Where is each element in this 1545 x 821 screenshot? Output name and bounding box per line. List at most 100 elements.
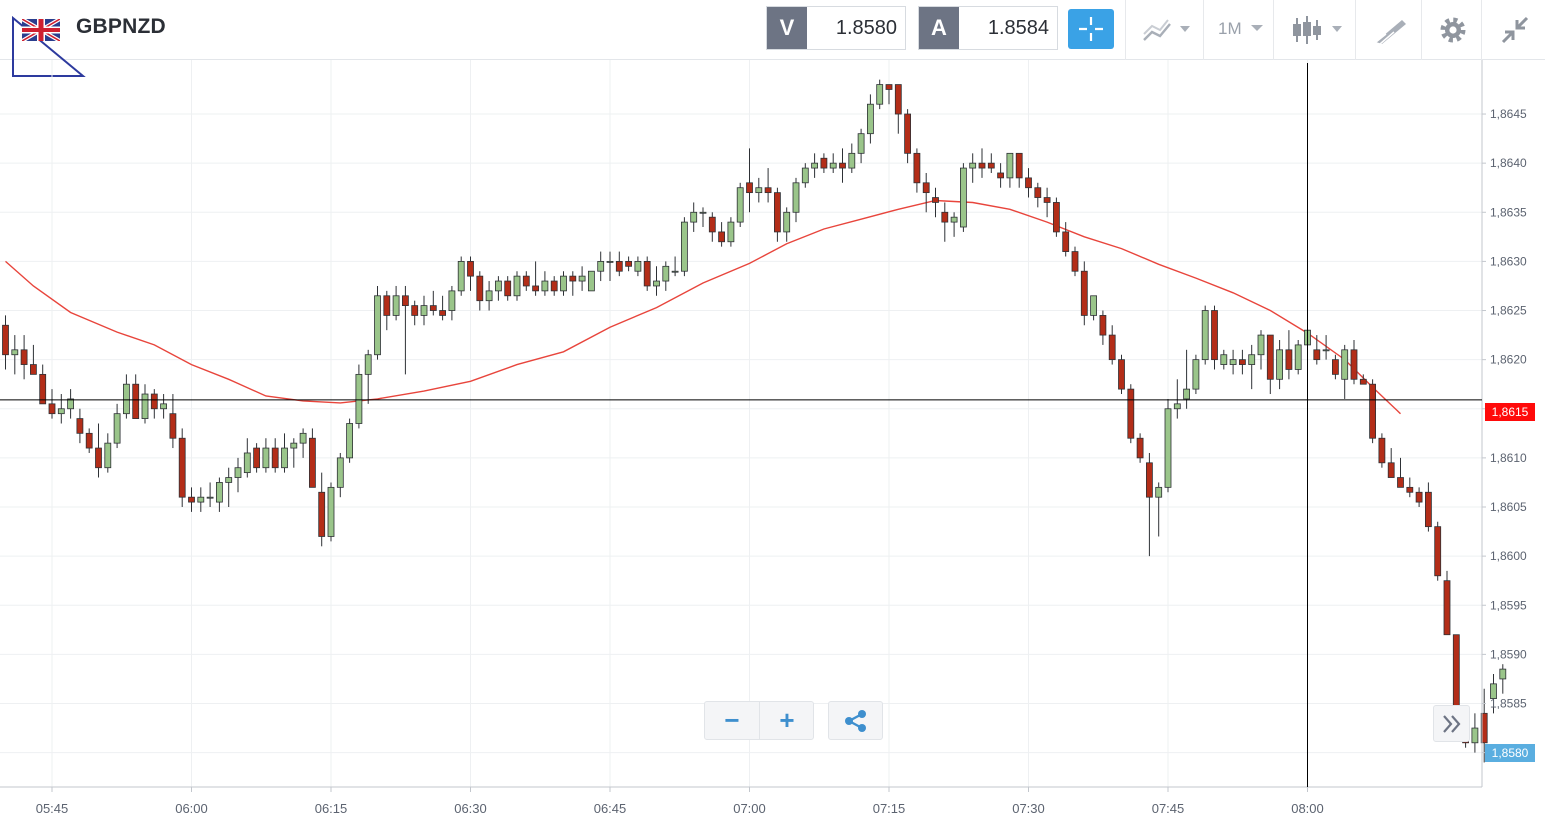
candle-body: [690, 211, 698, 223]
candle: [606, 251, 614, 282]
candle: [541, 271, 549, 296]
candle: [625, 256, 632, 272]
candle-body: [1369, 383, 1376, 439]
candle: [336, 452, 344, 498]
candle: [327, 482, 335, 542]
x-tick-label: 06:00: [175, 801, 208, 816]
candle-body: [569, 275, 577, 282]
candle: [1397, 457, 1404, 488]
candle: [504, 276, 512, 301]
candle-body: [708, 216, 716, 233]
bid-quote-button[interactable]: V 1.8580: [766, 6, 906, 50]
candle-style-button[interactable]: [1273, 0, 1356, 60]
candle: [774, 187, 781, 242]
candle: [1229, 349, 1237, 375]
candle: [1378, 433, 1386, 468]
candle-body: [1220, 354, 1228, 365]
candle: [755, 177, 763, 203]
candle-body: [141, 393, 149, 419]
candle-body: [39, 373, 47, 405]
candle-body: [420, 305, 428, 316]
candle: [932, 187, 939, 218]
candle-body: [1164, 408, 1172, 488]
share-icon: [845, 710, 866, 732]
candle-body: [1434, 526, 1442, 577]
candle-body: [671, 270, 679, 273]
candle-body: [950, 216, 958, 223]
candle: [401, 285, 409, 375]
candle: [950, 212, 958, 237]
candle: [1127, 384, 1135, 444]
candle-body: [215, 482, 223, 503]
candle-body: [1173, 403, 1181, 410]
candle: [904, 109, 911, 164]
candle-body: [132, 383, 140, 419]
candle: [1257, 330, 1265, 370]
candle: [634, 256, 642, 277]
timeframe-button[interactable]: 1M: [1203, 0, 1274, 60]
candle-body: [1499, 668, 1507, 680]
candle: [299, 428, 307, 458]
price-chart[interactable]: 1,8645 1,8640 1,8635 1,8630 1,8625 1,8620 1,86…: [0, 60, 1545, 821]
chevron-down-icon: [1251, 25, 1263, 31]
candle-body: [1443, 580, 1451, 636]
drawing-tools-button[interactable]: [1355, 0, 1422, 60]
ask-quote-button[interactable]: A 1.8584: [918, 6, 1058, 50]
settings-button[interactable]: [1421, 0, 1482, 60]
candle-body: [1322, 349, 1330, 352]
candle-body: [1043, 197, 1051, 203]
candle-body: [1378, 437, 1386, 464]
candle: [1146, 452, 1153, 557]
candle: [597, 251, 605, 282]
candle: [355, 364, 363, 429]
candle: [801, 163, 809, 188]
candle: [550, 276, 558, 296]
candle-body: [411, 305, 419, 316]
zoom-out-button[interactable]: −: [705, 702, 760, 739]
candle: [448, 285, 456, 321]
collapse-button[interactable]: [1481, 0, 1545, 60]
candle-body: [792, 182, 800, 213]
candle: [885, 84, 893, 105]
share-button[interactable]: [828, 701, 883, 740]
candle-body: [243, 452, 251, 474]
candle-body: [1025, 177, 1032, 189]
candle: [243, 438, 251, 478]
zoom-controls: − +: [704, 701, 814, 740]
candle: [588, 270, 595, 292]
bid-label: V: [767, 7, 807, 49]
candle-body: [550, 280, 558, 292]
y-tick-label: 1,8645: [1490, 107, 1527, 121]
candle: [792, 177, 800, 223]
crosshair-button[interactable]: [1068, 9, 1114, 49]
candle: [346, 418, 354, 463]
candle: [271, 438, 279, 473]
candle: [746, 148, 753, 213]
candle-body: [894, 84, 902, 115]
candle-body: [885, 84, 893, 90]
indicators-button[interactable]: [1125, 0, 1204, 60]
y-tick-label: 1,8585: [1490, 696, 1527, 710]
zoom-in-button[interactable]: +: [779, 705, 795, 735]
candle-body: [448, 290, 456, 311]
crosshair-price-tag: 1,8615: [1485, 402, 1535, 421]
candle-body: [364, 354, 372, 375]
candle: [95, 423, 102, 478]
candle: [941, 202, 949, 242]
scroll-right-button[interactable]: [1433, 705, 1470, 742]
candle: [969, 153, 977, 183]
candle: [662, 261, 670, 291]
candle-body: [922, 182, 930, 194]
candle-body: [1136, 437, 1144, 459]
candle: [894, 84, 902, 134]
candle: [1425, 482, 1432, 532]
candle: [867, 94, 874, 144]
candle: [1164, 398, 1172, 493]
candle-body: [85, 432, 93, 449]
candle: [429, 290, 437, 316]
candle-body: [1490, 683, 1497, 699]
candle: [374, 285, 381, 360]
candle-body: [857, 133, 865, 154]
x-tick-label: 05:45: [36, 801, 69, 816]
candle-body: [234, 467, 242, 478]
